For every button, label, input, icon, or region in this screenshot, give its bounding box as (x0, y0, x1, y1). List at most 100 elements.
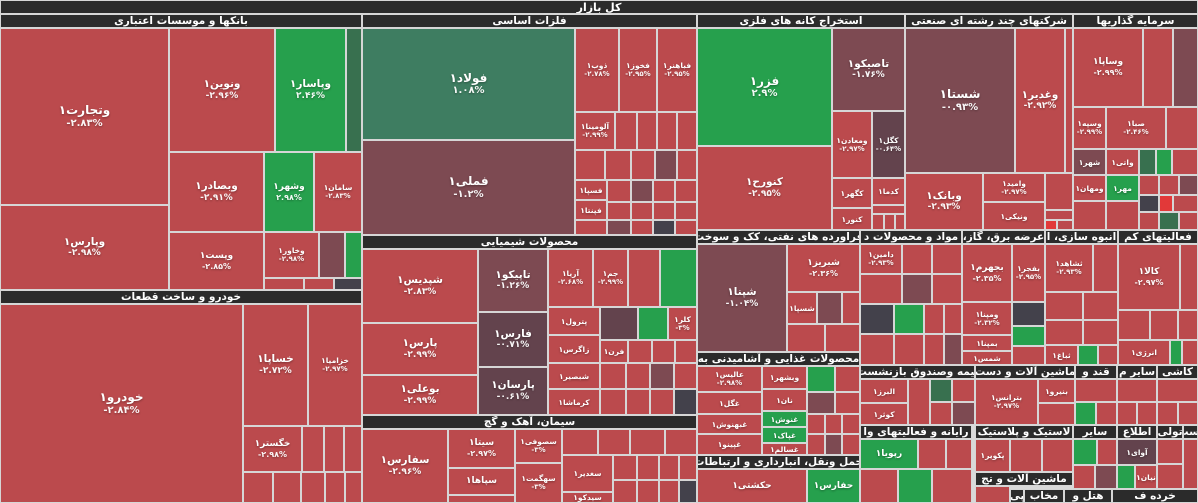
stock-tile[interactable] (650, 363, 674, 389)
sector-header[interactable]: عرضه برق، گاز، (962, 230, 1045, 244)
stock-tile[interactable] (655, 150, 677, 180)
sector-header[interactable]: فراورده های نفتی، کک و سوخت (697, 230, 860, 244)
stock-tile[interactable] (1159, 175, 1179, 195)
stock-tile[interactable] (637, 455, 659, 480)
stock-tile[interactable] (975, 486, 1010, 503)
sector-header[interactable]: مخاب (1024, 489, 1064, 503)
sector-header[interactable]: است (1183, 425, 1198, 439)
stock-tile[interactable]: فخوز۱ -۲.۹۵% (619, 28, 657, 112)
stock-tile[interactable]: صبا۱ -۲.۴۶% (1106, 107, 1166, 149)
stock-tile[interactable] (652, 340, 675, 363)
stock-tile[interactable] (562, 429, 598, 455)
stock-tile[interactable] (807, 392, 835, 414)
stock-tile[interactable] (842, 292, 860, 324)
stock-tile[interactable]: وبانک۱ -۲.۹۳% (905, 173, 983, 230)
stock-tile[interactable] (918, 439, 946, 469)
stock-tile[interactable] (675, 340, 697, 363)
stock-tile[interactable] (600, 307, 638, 340)
stock-tile[interactable] (860, 469, 898, 503)
stock-tile[interactable]: شپدیس۱ -۲.۸۳% (362, 249, 478, 323)
stock-tile[interactable]: نان۱ (762, 389, 807, 411)
stock-tile[interactable] (924, 304, 944, 334)
stock-tile[interactable] (674, 389, 697, 415)
stock-tile[interactable] (319, 232, 345, 278)
stock-tile[interactable] (301, 472, 325, 503)
stock-tile[interactable] (952, 402, 975, 425)
stock-tile[interactable] (243, 472, 273, 503)
stock-tile[interactable] (835, 366, 860, 392)
stock-tile[interactable]: خساپا۱ -۲.۷۲% (243, 304, 308, 426)
stock-tile[interactable] (842, 414, 860, 434)
stock-tile[interactable]: خزامیا۱ -۲.۹۷% (308, 304, 362, 426)
stock-tile[interactable] (842, 434, 860, 455)
stock-tile[interactable]: بترانس۱ -۲.۹۷% (975, 379, 1038, 425)
stock-tile[interactable] (932, 244, 962, 274)
stock-tile[interactable] (631, 202, 653, 220)
stock-tile[interactable]: ومعادن۱ -۲.۹۷% (832, 111, 872, 178)
stock-tile[interactable]: ومپنا۱ -۲.۳۲% (962, 302, 1012, 335)
stock-tile[interactable] (607, 180, 631, 202)
stock-tile[interactable]: کنور۱ (832, 208, 872, 230)
stock-tile[interactable]: غبهنوش۱ (697, 414, 762, 434)
stock-tile[interactable] (679, 455, 697, 480)
stock-tile[interactable] (1095, 465, 1117, 489)
stock-tile[interactable] (1166, 107, 1198, 149)
stock-tile[interactable] (1117, 379, 1157, 402)
stock-tile[interactable] (1012, 346, 1045, 365)
stock-tile[interactable] (825, 324, 860, 352)
stock-tile[interactable] (575, 220, 607, 235)
stock-tile[interactable]: سیتا۱ -۲.۹۷% (448, 429, 515, 468)
sector-header[interactable]: حمل ونقل، انبارداری و ارتباطات (697, 455, 860, 469)
stock-tile[interactable] (1075, 402, 1096, 425)
stock-tile[interactable]: سامان۱ -۲.۸۳% (314, 152, 362, 232)
stock-tile[interactable] (932, 469, 972, 503)
stock-tile[interactable] (1038, 403, 1075, 425)
stock-tile[interactable]: بوعلی۱ -۲.۹۹% (362, 375, 478, 415)
stock-tile[interactable] (902, 244, 932, 274)
stock-tile[interactable] (626, 389, 650, 415)
stock-tile[interactable] (860, 274, 902, 304)
stock-tile[interactable] (895, 214, 905, 230)
stock-tile[interactable] (1157, 464, 1183, 489)
stock-tile[interactable]: تاپیکو۱ -۱.۲۶% (478, 249, 548, 312)
stock-tile[interactable] (631, 150, 655, 180)
sector-header[interactable]: قند و (1075, 365, 1117, 379)
sector-header[interactable]: محصولات غذایی و آشامیدنی به (697, 352, 860, 366)
stock-tile[interactable]: شهر۱ (1073, 149, 1106, 175)
stock-tile[interactable] (944, 304, 962, 334)
sector-header[interactable]: کاشی (1157, 365, 1198, 379)
stock-tile[interactable]: شمس۱ (962, 351, 1012, 365)
stock-tile[interactable]: وخاور۱ -۲.۹۸% (264, 232, 319, 278)
stock-tile[interactable]: جم۱ -۲.۹۹% (593, 249, 628, 307)
stock-tile[interactable] (1012, 302, 1045, 326)
stock-tile[interactable] (894, 334, 924, 365)
stock-tile[interactable]: کگهر۱ (832, 178, 872, 208)
stock-tile[interactable] (600, 389, 626, 415)
stock-tile[interactable] (600, 363, 626, 389)
stock-tile[interactable] (660, 249, 697, 307)
stock-tile[interactable] (1157, 439, 1183, 464)
stock-tile[interactable] (1057, 220, 1073, 230)
stock-tile[interactable] (1083, 320, 1118, 345)
stock-tile[interactable]: زاگرس۱ (548, 335, 600, 363)
stock-tile[interactable] (1065, 28, 1073, 173)
stock-tile[interactable]: دامین۱ -۲.۹۳% (860, 244, 902, 274)
stock-tile[interactable] (674, 363, 697, 389)
stock-tile[interactable]: فارس۱ -۰.۷۱% (478, 312, 548, 367)
sector-header[interactable]: سیمان، آهک و گچ (362, 415, 697, 429)
stock-tile[interactable]: کالا۱ -۲.۹۷% (1118, 244, 1180, 310)
stock-tile[interactable]: شستا۱ -۰.۹۳% (905, 28, 1015, 173)
stock-tile[interactable] (345, 232, 362, 278)
stock-tile[interactable] (807, 434, 825, 455)
stock-tile[interactable] (1096, 402, 1117, 425)
stock-tile[interactable] (807, 414, 825, 434)
stock-tile[interactable] (1093, 244, 1118, 292)
stock-tile[interactable] (872, 214, 884, 230)
stock-tile[interactable] (932, 274, 962, 304)
stock-tile[interactable]: وبشهر۱ (762, 366, 807, 389)
stock-tile[interactable] (607, 220, 631, 235)
stock-tile[interactable]: سفارس۱ -۲.۹۶% (362, 429, 448, 503)
stock-tile[interactable] (1139, 149, 1156, 175)
stock-tile[interactable] (346, 28, 362, 152)
stock-tile[interactable] (637, 112, 657, 150)
